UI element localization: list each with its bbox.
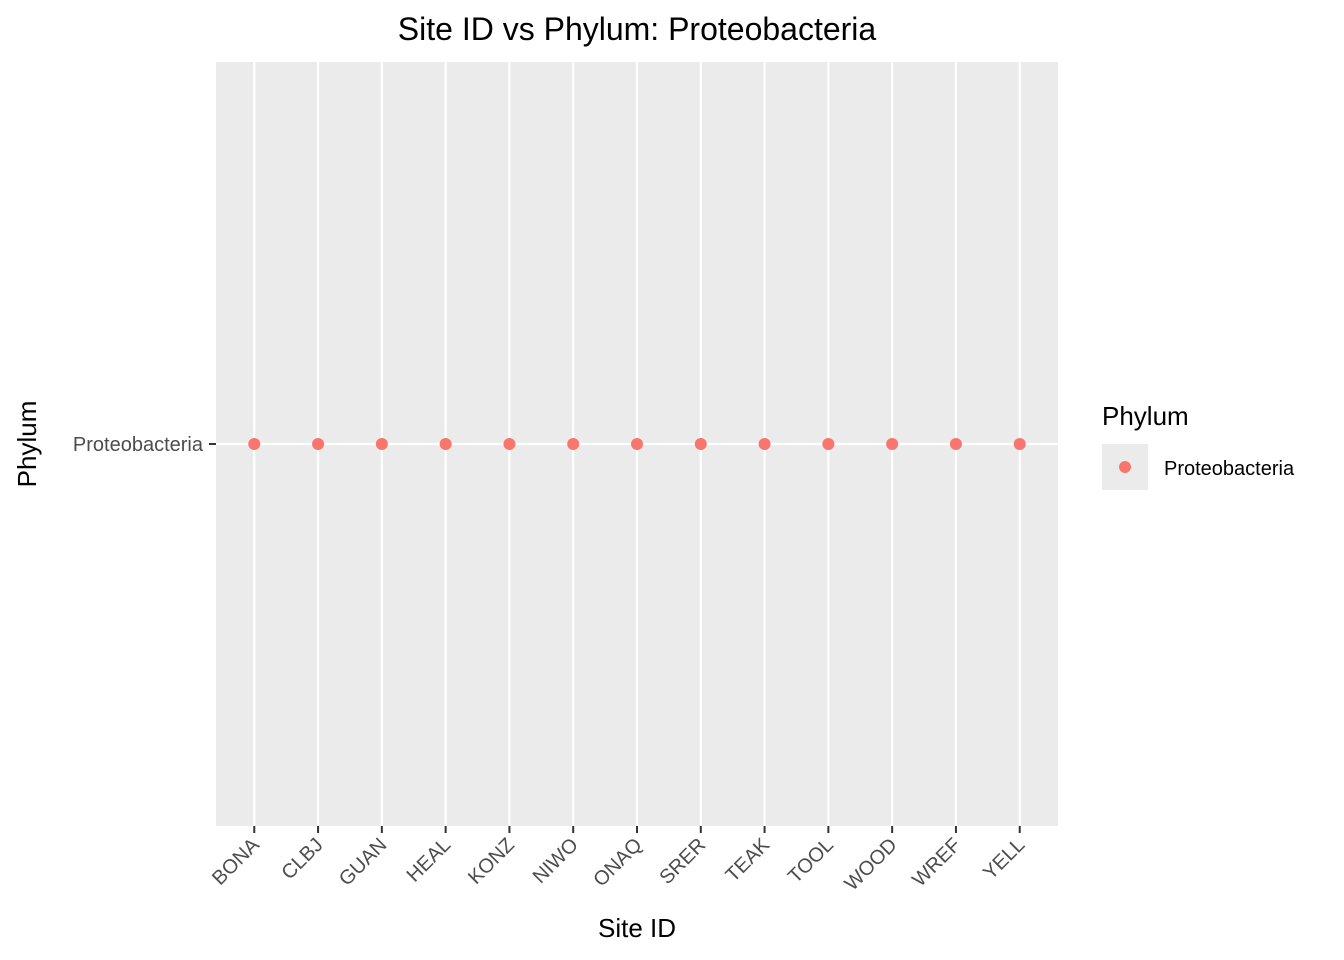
y-tick-label: Proteobacteria xyxy=(73,434,204,456)
data-points xyxy=(248,438,1026,450)
x-tick-label: HEAL xyxy=(403,834,456,887)
chart-title: Site ID vs Phylum: Proteobacteria xyxy=(398,11,877,47)
x-tick-label: WOOD xyxy=(841,834,902,895)
y-axis-title: Phylum xyxy=(12,401,42,488)
x-tick-label: CLBJ xyxy=(277,834,327,884)
x-tick-label: YELL xyxy=(979,834,1029,884)
data-point xyxy=(949,438,962,450)
x-axis-title: Site ID xyxy=(598,913,676,943)
data-point xyxy=(886,438,899,450)
legend-title: Phylum xyxy=(1102,401,1189,431)
legend-entry-label: Proteobacteria xyxy=(1164,458,1295,480)
data-point xyxy=(312,438,325,450)
data-point xyxy=(822,438,835,450)
y-axis: Proteobacteria xyxy=(73,434,216,456)
data-point xyxy=(758,438,771,450)
x-tick-label: SRER xyxy=(655,834,710,889)
x-tick-label: ONAQ xyxy=(589,834,646,891)
data-point xyxy=(1013,438,1026,450)
data-point xyxy=(375,438,388,450)
x-tick-label: BONA xyxy=(208,834,264,890)
x-tick-label: NIWO xyxy=(529,834,583,888)
legend: Phylum Proteobacteria xyxy=(1102,401,1295,490)
x-axis: BONA CLBJ GUAN HEAL KONZ NIWO ONAQ SRER TEAK TOOL… xyxy=(208,826,1029,895)
data-point xyxy=(439,438,452,450)
legend-key-point xyxy=(1119,461,1131,473)
data-point xyxy=(694,438,707,450)
data-point xyxy=(503,438,516,450)
x-tick-label: GUAN xyxy=(335,834,391,890)
x-tick-label: TOOL xyxy=(784,834,838,888)
x-tick-label: WREF xyxy=(908,834,965,891)
x-tick-label: KONZ xyxy=(464,834,519,889)
data-point xyxy=(248,438,261,450)
data-point xyxy=(631,438,643,450)
data-point xyxy=(567,438,580,450)
x-tick-label: TEAK xyxy=(722,834,775,887)
